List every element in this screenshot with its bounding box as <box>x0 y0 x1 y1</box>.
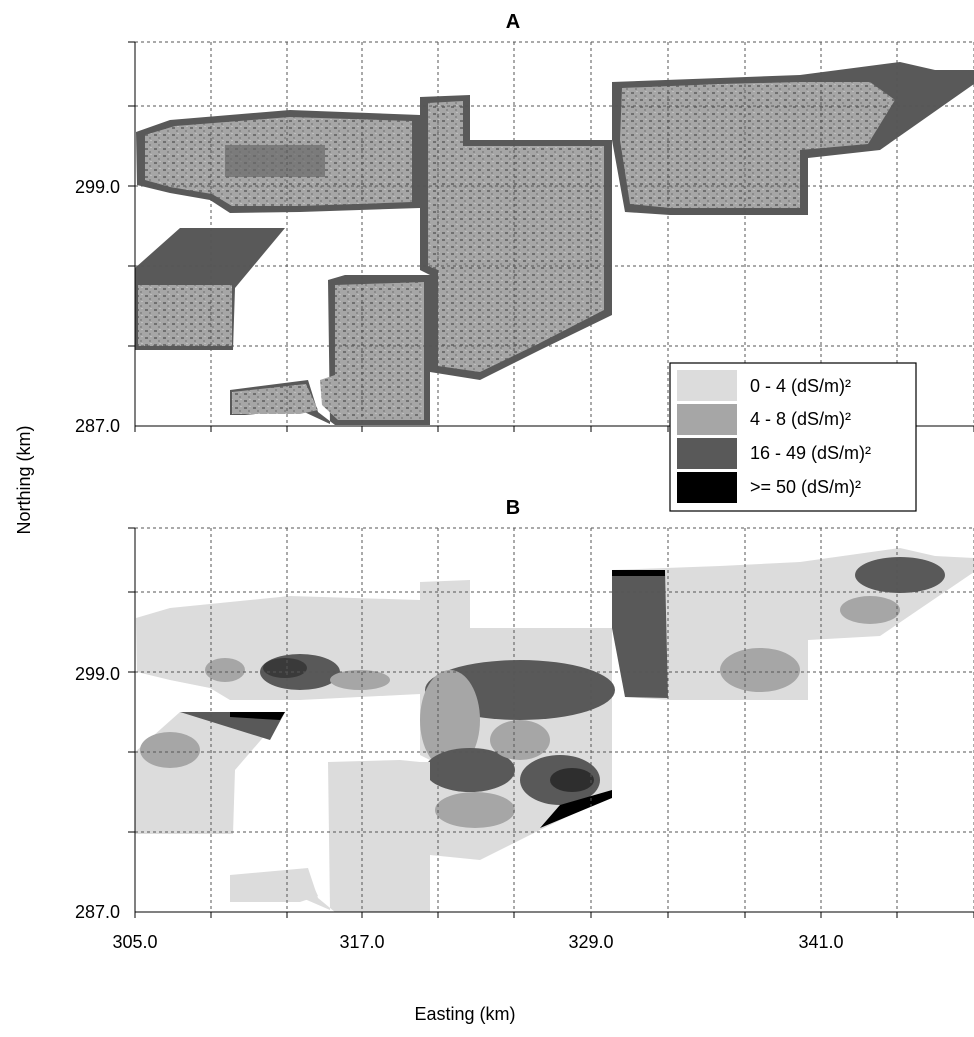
legend-item: >= 50 (dS/m)² <box>677 472 861 503</box>
xtick-341: 341.0 <box>798 932 843 952</box>
panel-a: A 299.0 287.0 <box>75 11 974 436</box>
legend-label-16-49: 16 - 49 (dS/m)² <box>750 443 871 463</box>
panel-b-grid <box>128 527 974 918</box>
legend-item: 16 - 49 (dS/m)² <box>677 438 871 469</box>
xtick-305: 305.0 <box>112 932 157 952</box>
panel-b-y-ticks: 299.0 287.0 <box>75 664 120 922</box>
xtick-329: 329.0 <box>568 932 613 952</box>
xtick-317: 317.0 <box>339 932 384 952</box>
panel-b-ytick-287: 287.0 <box>75 902 120 922</box>
legend-label-0-4: 0 - 4 (dS/m)² <box>750 376 851 396</box>
legend-item: 4 - 8 (dS/m)² <box>677 404 851 435</box>
legend-swatch-4-8 <box>677 404 737 435</box>
x-axis-label: Easting (km) <box>414 1004 515 1024</box>
panel-b-x-ticks: 305.0 317.0 329.0 341.0 <box>112 932 843 952</box>
panel-a-y-ticks: 299.0 287.0 <box>75 177 120 436</box>
panel-a-map <box>135 62 974 425</box>
panel-a-title: A <box>506 11 520 33</box>
panel-a-grid <box>128 41 974 432</box>
legend-label-50-plus: >= 50 (dS/m)² <box>750 477 861 497</box>
panel-b-map <box>135 548 974 912</box>
legend-swatch-16-49 <box>677 438 737 469</box>
panel-a-ytick-287: 287.0 <box>75 416 120 436</box>
y-axis-label: Northing (km) <box>14 425 34 534</box>
panel-a-ytick-299: 299.0 <box>75 177 120 197</box>
panel-b-ytick-299: 299.0 <box>75 664 120 684</box>
legend-swatch-50-plus <box>677 472 737 503</box>
legend-label-4-8: 4 - 8 (dS/m)² <box>750 409 851 429</box>
legend-item: 0 - 4 (dS/m)² <box>677 370 851 401</box>
legend-swatch-0-4 <box>677 370 737 401</box>
panel-b: B <box>75 497 974 952</box>
legend: 0 - 4 (dS/m)² 4 - 8 (dS/m)² 16 - 49 (dS/… <box>669 362 917 512</box>
panel-b-title: B <box>506 497 520 519</box>
